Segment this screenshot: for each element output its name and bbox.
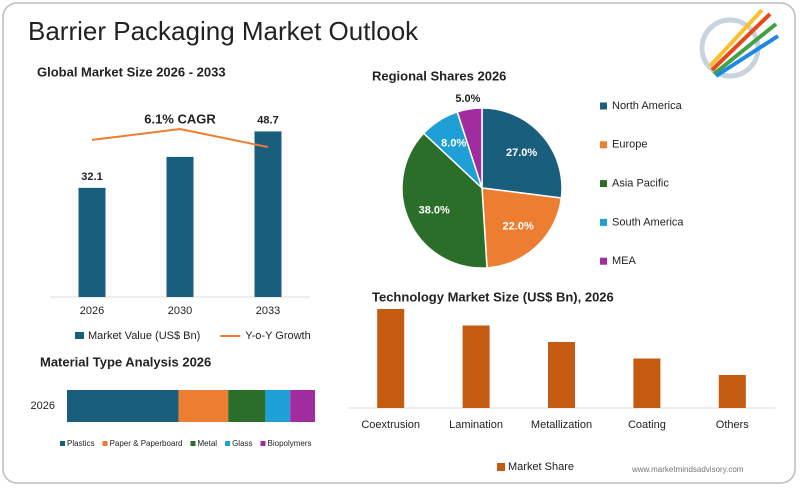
- x-tick-label: Others: [716, 419, 750, 431]
- legend-label: Asia Pacific: [612, 178, 669, 190]
- legend-label: Market Value (US$ Bn): [88, 330, 200, 342]
- chart-title: Material Type Analysis 2026: [40, 354, 211, 369]
- data-label: 32.1: [81, 171, 102, 183]
- pie-slice: [481, 187, 563, 269]
- legend-swatch: [75, 332, 84, 339]
- bar-segment: [265, 390, 291, 422]
- data-label: 5.0%: [455, 93, 480, 105]
- data-label: 48.7: [257, 114, 278, 126]
- bar: [166, 156, 194, 297]
- bar: [718, 375, 746, 408]
- x-tick-label: Coextrusion: [361, 419, 420, 431]
- legend-swatch: [60, 441, 65, 446]
- legend-swatch: [600, 257, 607, 265]
- x-tick-label: Metallization: [531, 419, 592, 431]
- legend-label: Biopolymers: [268, 439, 312, 448]
- legend-label: Paper & Paperboard: [110, 439, 183, 448]
- x-tick-label: Lamination: [449, 419, 503, 431]
- bar: [548, 342, 575, 408]
- bar-segment: [67, 390, 179, 422]
- page-title: Barrier Packaging Market Outlook: [28, 16, 419, 46]
- pie-slice: [401, 132, 488, 269]
- legend-swatch: [600, 218, 607, 226]
- source: www.marketmindsadvisory.com: [631, 465, 744, 474]
- bar-segment: [228, 390, 266, 422]
- legend-label: Metal: [198, 439, 218, 448]
- x-tick-label: 2026: [80, 305, 104, 317]
- legend-label: Glass: [232, 439, 252, 448]
- legend-label: Y-o-Y Growth: [245, 330, 310, 342]
- x-tick-label: 2033: [256, 305, 280, 317]
- legend-label: Europe: [612, 139, 647, 151]
- legend-label: South America: [612, 216, 684, 228]
- bar: [633, 358, 661, 408]
- legend-label: North America: [612, 100, 683, 112]
- data-label: 22.0%: [503, 220, 534, 232]
- legend-label: MEA: [612, 255, 637, 267]
- legend-swatch: [600, 102, 607, 110]
- legend-swatch: [190, 441, 196, 446]
- data-label: 38.0%: [419, 204, 450, 216]
- pie-slice: [456, 107, 483, 189]
- legend-swatch: [260, 441, 266, 446]
- bar-segment: [178, 390, 229, 422]
- line: [91, 128, 269, 149]
- legend-swatch: [497, 463, 505, 471]
- chart-title: Technology Market Size (US$ Bn), 2026: [372, 289, 614, 304]
- bar: [78, 187, 106, 297]
- bar: [254, 131, 282, 297]
- chart-title: Regional Shares 2026: [372, 68, 506, 83]
- bar: [377, 309, 405, 408]
- x-tick-label: Coating: [628, 419, 666, 431]
- bar: [462, 325, 490, 408]
- legend-swatch: [600, 180, 607, 188]
- legend-label: Market Share: [508, 461, 574, 473]
- annotation: 6.1% CAGR: [144, 111, 216, 126]
- y-tick-label: 2026: [31, 400, 55, 412]
- data-label: 8.0%: [441, 137, 466, 149]
- legend-swatch: [102, 441, 108, 446]
- legend-swatch: [600, 141, 607, 149]
- bar-segment: [290, 390, 315, 422]
- logo: [699, 8, 780, 79]
- data-label: 27.0%: [506, 147, 537, 159]
- chart-title: Global Market Size 2026 - 2033: [37, 64, 226, 79]
- x-tick-label: 2030: [168, 305, 192, 317]
- pie-slice: [481, 107, 563, 199]
- legend-label: Plastics: [67, 439, 95, 448]
- legend-swatch: [225, 441, 231, 446]
